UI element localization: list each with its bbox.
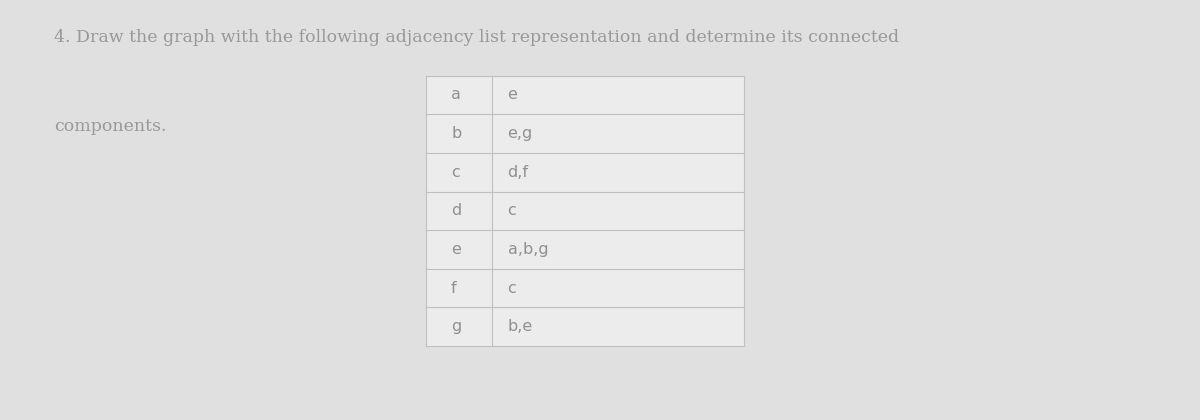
Text: components.: components.: [54, 118, 167, 134]
Text: d,f: d,f: [508, 165, 528, 180]
Text: b: b: [451, 126, 461, 141]
Text: b,e: b,e: [508, 319, 533, 334]
Text: a,b,g: a,b,g: [508, 242, 548, 257]
Text: e,g: e,g: [508, 126, 533, 141]
Text: c: c: [508, 203, 516, 218]
Text: g: g: [451, 319, 461, 334]
Text: a: a: [451, 87, 461, 102]
Text: e: e: [508, 87, 517, 102]
Text: e: e: [451, 242, 461, 257]
Text: 4. Draw the graph with the following adjacency list representation and determine: 4. Draw the graph with the following adj…: [54, 29, 899, 46]
Text: f: f: [451, 281, 457, 296]
Text: d: d: [451, 203, 461, 218]
Text: c: c: [508, 281, 516, 296]
Text: c: c: [451, 165, 460, 180]
